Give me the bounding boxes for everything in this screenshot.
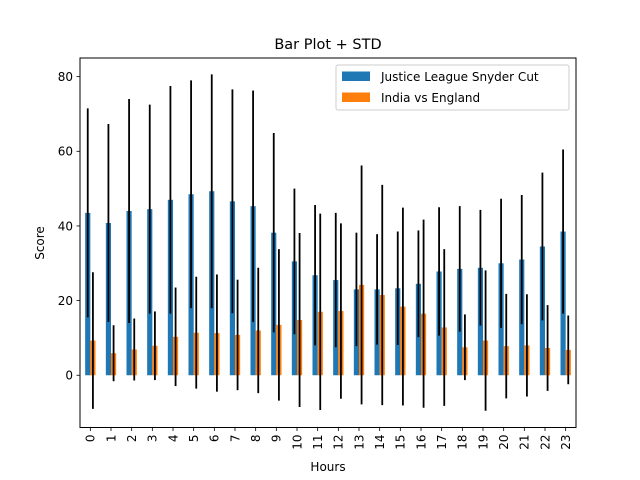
legend-label-1: Justice League Snyder Cut (380, 70, 539, 84)
x-tick-label-7: 7 (228, 435, 242, 443)
x-tick-label-8: 8 (249, 435, 263, 443)
x-tick-label-15: 15 (394, 435, 408, 450)
legend: Justice League Snyder Cut India vs Englan… (335, 64, 570, 111)
y-tick-label-20: 20 (58, 294, 73, 308)
x-tick-label-4: 4 (166, 435, 180, 443)
legend-box (335, 64, 570, 111)
x-tick-label-18: 18 (456, 435, 470, 450)
y-axis-label: Score (33, 226, 47, 260)
x-tick-label-22: 22 (538, 435, 552, 450)
legend-swatch-1 (342, 71, 370, 81)
x-tick-label-10: 10 (290, 435, 304, 450)
x-tick-label-5: 5 (187, 435, 201, 443)
x-tick-label-1: 1 (104, 435, 118, 443)
x-tick-label-13: 13 (352, 435, 366, 450)
x-tick-label-14: 14 (373, 435, 387, 450)
x-tick-label-20: 20 (497, 435, 511, 450)
x-tick-label-2: 2 (125, 435, 139, 443)
y-tick-label-40: 40 (58, 219, 73, 233)
y-tick-label-60: 60 (58, 145, 73, 159)
x-tick-label-21: 21 (518, 435, 532, 450)
legend-label-2: India vs England (381, 91, 480, 105)
x-tick-label-12: 12 (332, 435, 346, 450)
x-tick-label-6: 6 (208, 435, 222, 443)
legend-swatch-2 (342, 92, 370, 102)
x-tick-label-3: 3 (146, 435, 160, 443)
x-tick-label-0: 0 (84, 435, 98, 443)
x-tick-label-16: 16 (414, 435, 428, 450)
x-tick-label-9: 9 (270, 435, 284, 443)
x-tick-label-19: 19 (476, 435, 490, 450)
axes-frame (79, 57, 577, 428)
y-tick-label-80: 80 (58, 70, 73, 84)
x-tick-label-17: 17 (435, 435, 449, 450)
x-axis-label: Hours (310, 460, 345, 474)
x-tick-label-23: 23 (559, 435, 573, 450)
y-tick-label-0: 0 (65, 369, 73, 383)
x-tick-label-11: 11 (311, 435, 325, 450)
chart-title: Bar Plot + STD (274, 37, 381, 53)
